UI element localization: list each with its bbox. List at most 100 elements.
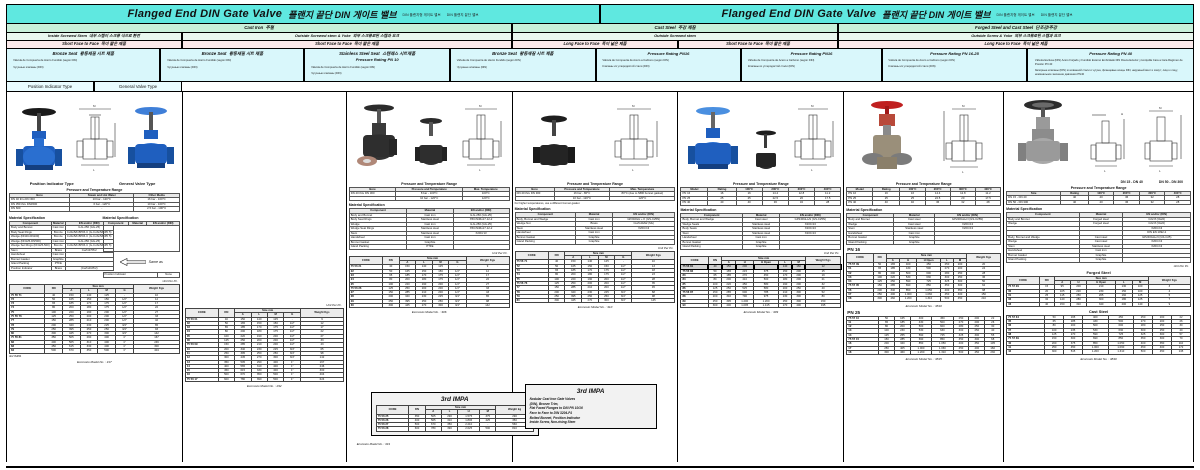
- svg-text:M: M: [632, 104, 635, 108]
- table-cell: 445: [398, 303, 417, 309]
- table-header-row: A L M G: [10, 288, 180, 294]
- table-cell: 3/4": [614, 289, 633, 295]
- valve-line-drawing-c7-large: M L: [1139, 103, 1185, 178]
- table-cell: 600: [217, 376, 236, 383]
- table-header-cell: Size: [1006, 190, 1062, 197]
- table-row: 37 100 235 530 630 300 250 40: [1006, 327, 1192, 334]
- table-cell: 450: [734, 281, 755, 287]
- impa-table-c3: CODE DN Size mm Weight kg A L H M 75 56 …: [375, 404, 534, 432]
- table-row: Stem Stainless steel X20Cr13: [514, 225, 676, 232]
- th-component: Component: [1006, 212, 1080, 218]
- table-cell: 3/4": [614, 298, 633, 304]
- table-cell: 1/2": [114, 305, 135, 311]
- label-en: Short Face to Face: [726, 41, 763, 47]
- table-cell: 65: [465, 294, 510, 300]
- model-number-c4: Econosto Model No. : 310: [577, 305, 613, 310]
- table-cell: 4: [1147, 288, 1192, 295]
- table-header-row: A L M G: [515, 255, 675, 261]
- table-cell: 270: [777, 303, 793, 309]
- table-row: 36 80 200 500 600 280 250 30: [1006, 323, 1192, 329]
- table-row: 75 56 01 40 150 140 125-9: [184, 316, 344, 322]
- th-code: CODE: [846, 253, 874, 263]
- label-kr: 폭이 짧은 제품: [765, 41, 790, 47]
- table-cell: 350: [79, 348, 99, 354]
- table-header-row: A L M G: [185, 312, 343, 318]
- svg-text:M: M: [479, 104, 482, 108]
- th-dn: DN: [217, 308, 236, 318]
- matspec-right-c1: Material Specification Component Materia…: [102, 214, 180, 278]
- table-cell: 270: [581, 298, 599, 304]
- unit-label-c7: Unit Per Pc.: [1173, 263, 1189, 268]
- table-row: 75 55 81 350 505 290 400 1" 167: [8, 335, 180, 341]
- table-cell: 3/4": [114, 322, 135, 328]
- ptr-table-c6: Model Rating 100°C 200°C 300°C 400°C PN 16 16 1…: [846, 186, 1002, 206]
- table-cell: 12: [465, 268, 510, 275]
- th-dn: DN: [1038, 275, 1055, 286]
- table-row: 33 40 150 310 340 200 140 9: [1006, 301, 1192, 307]
- table-row: [102, 225, 180, 253]
- valve-photo-blue-general: [124, 101, 178, 178]
- column2-spacer: [185, 94, 344, 302]
- table-cell: 80: [514, 298, 549, 304]
- pos-indicator-value: None: [157, 272, 180, 278]
- pn16-table-c6: CODE DN Size mm Weight Kgs A H H Open L …: [846, 253, 1002, 302]
- ptr-title-c3: Pressure and Temperature Range: [401, 182, 458, 186]
- label-en: Cast Iron: [244, 25, 264, 31]
- svg-text:L: L: [1159, 169, 1161, 173]
- table-cell: Brass: [50, 265, 66, 272]
- table-row: 13 350 505 290 400 1" 167: [184, 359, 344, 365]
- table-cell: 1/2": [448, 268, 467, 275]
- svg-text:M: M: [93, 104, 96, 108]
- table-cell: 300: [878, 349, 895, 356]
- band-face-short-2: Short Face to Face 폭이 짧은 제품: [182, 41, 512, 49]
- table-cell: 300: [872, 296, 887, 302]
- table-cell: X20Cr13: [611, 225, 676, 232]
- seat-spanish: Válvula de Compuerta de Hierro Fundido (…: [167, 59, 232, 63]
- valve-photo-blue-pos-indicator: [11, 101, 67, 178]
- table-cell: 500: [266, 372, 285, 378]
- seat-block-6: Pressure Rating PN16 Válvula de Compuert…: [741, 49, 882, 82]
- type-position-indicator: Position Indicator Type: [6, 82, 94, 92]
- th-dn: DN: [547, 250, 566, 261]
- table-cell: 445: [564, 298, 583, 304]
- table-cell: 390: [250, 376, 268, 383]
- svg-text:L: L: [1104, 169, 1106, 173]
- label-en: Short Face to Face: [315, 41, 352, 47]
- matspec-table-c7: Component Material EN and/or (DIN) Body …: [1006, 212, 1191, 263]
- table-row: 75 56 71 40 150 140 125-10: [514, 259, 676, 265]
- position-indicator-table-c1: Position Indicator None: [102, 272, 180, 278]
- ptr-table-c1: Bore Steam and Hot Water Other Media DN …: [8, 192, 180, 212]
- table-header-row: CODE DN Size mm Weight Kgs: [680, 255, 842, 266]
- table-cell: X20Cr13: [933, 226, 1002, 232]
- table-row: Gland Packing Graphite: [680, 244, 842, 250]
- model-number-c3-secondary: Econosto Model No. : 319: [356, 442, 390, 446]
- table-cell: 300: [597, 298, 616, 304]
- left-arrow-icon: [119, 258, 146, 267]
- table-cell: 12: [804, 263, 842, 271]
- valve-line-drawing-c7-small: H L: [1086, 103, 1128, 178]
- table-cell: 425: [479, 417, 497, 424]
- table-row: 75 57 10 50 165 400 450 250 200 22: [846, 315, 1002, 321]
- impa-description-line: Inside Screw, Non-rising Stem: [529, 420, 576, 425]
- table-row: 30 300 445 270 300 3/4" 142: [348, 303, 510, 309]
- valve-line-drawing-c5: M L: [790, 103, 836, 178]
- band-stem-inside-screwed: Inside Screwed Stem 내부 스템이 스크류 식으로 환전: [6, 33, 182, 41]
- table-cell: 300: [266, 355, 285, 361]
- table-row: 13 100 230 530 630 300 250 40: [846, 328, 1002, 334]
- caption-general-valve-type: General Valve Type: [118, 181, 156, 186]
- caption-dn50-dn300: DN 50 - DN 300: [1158, 180, 1183, 184]
- table-cell: 30: [348, 303, 384, 309]
- type-general-valve: General Valve Type: [94, 82, 182, 92]
- ptr-table-c4: Bore Pressure and Temperature Max. Tempe…: [514, 186, 676, 202]
- table-cell: 1/2": [448, 277, 467, 283]
- impa-description-line: (DIN), Bronze Trim,: [529, 401, 559, 406]
- band-material-cast-steel: Cast Steel 주강 재질: [512, 24, 838, 33]
- title-bar-right: Flanged End DIN Gate Valve 플랜지 끝단 DIN 게이…: [600, 4, 1194, 24]
- table-cell: 1/2": [283, 342, 302, 348]
- table-cell: 780: [424, 426, 442, 432]
- table-cell: DN 50 - DN 300: [1006, 199, 1062, 206]
- table-cell: 450: [1152, 349, 1172, 355]
- seat-pressure-rating: Pressure Rating PN 40: [1089, 51, 1133, 56]
- same-as-label: Same as: [148, 260, 163, 265]
